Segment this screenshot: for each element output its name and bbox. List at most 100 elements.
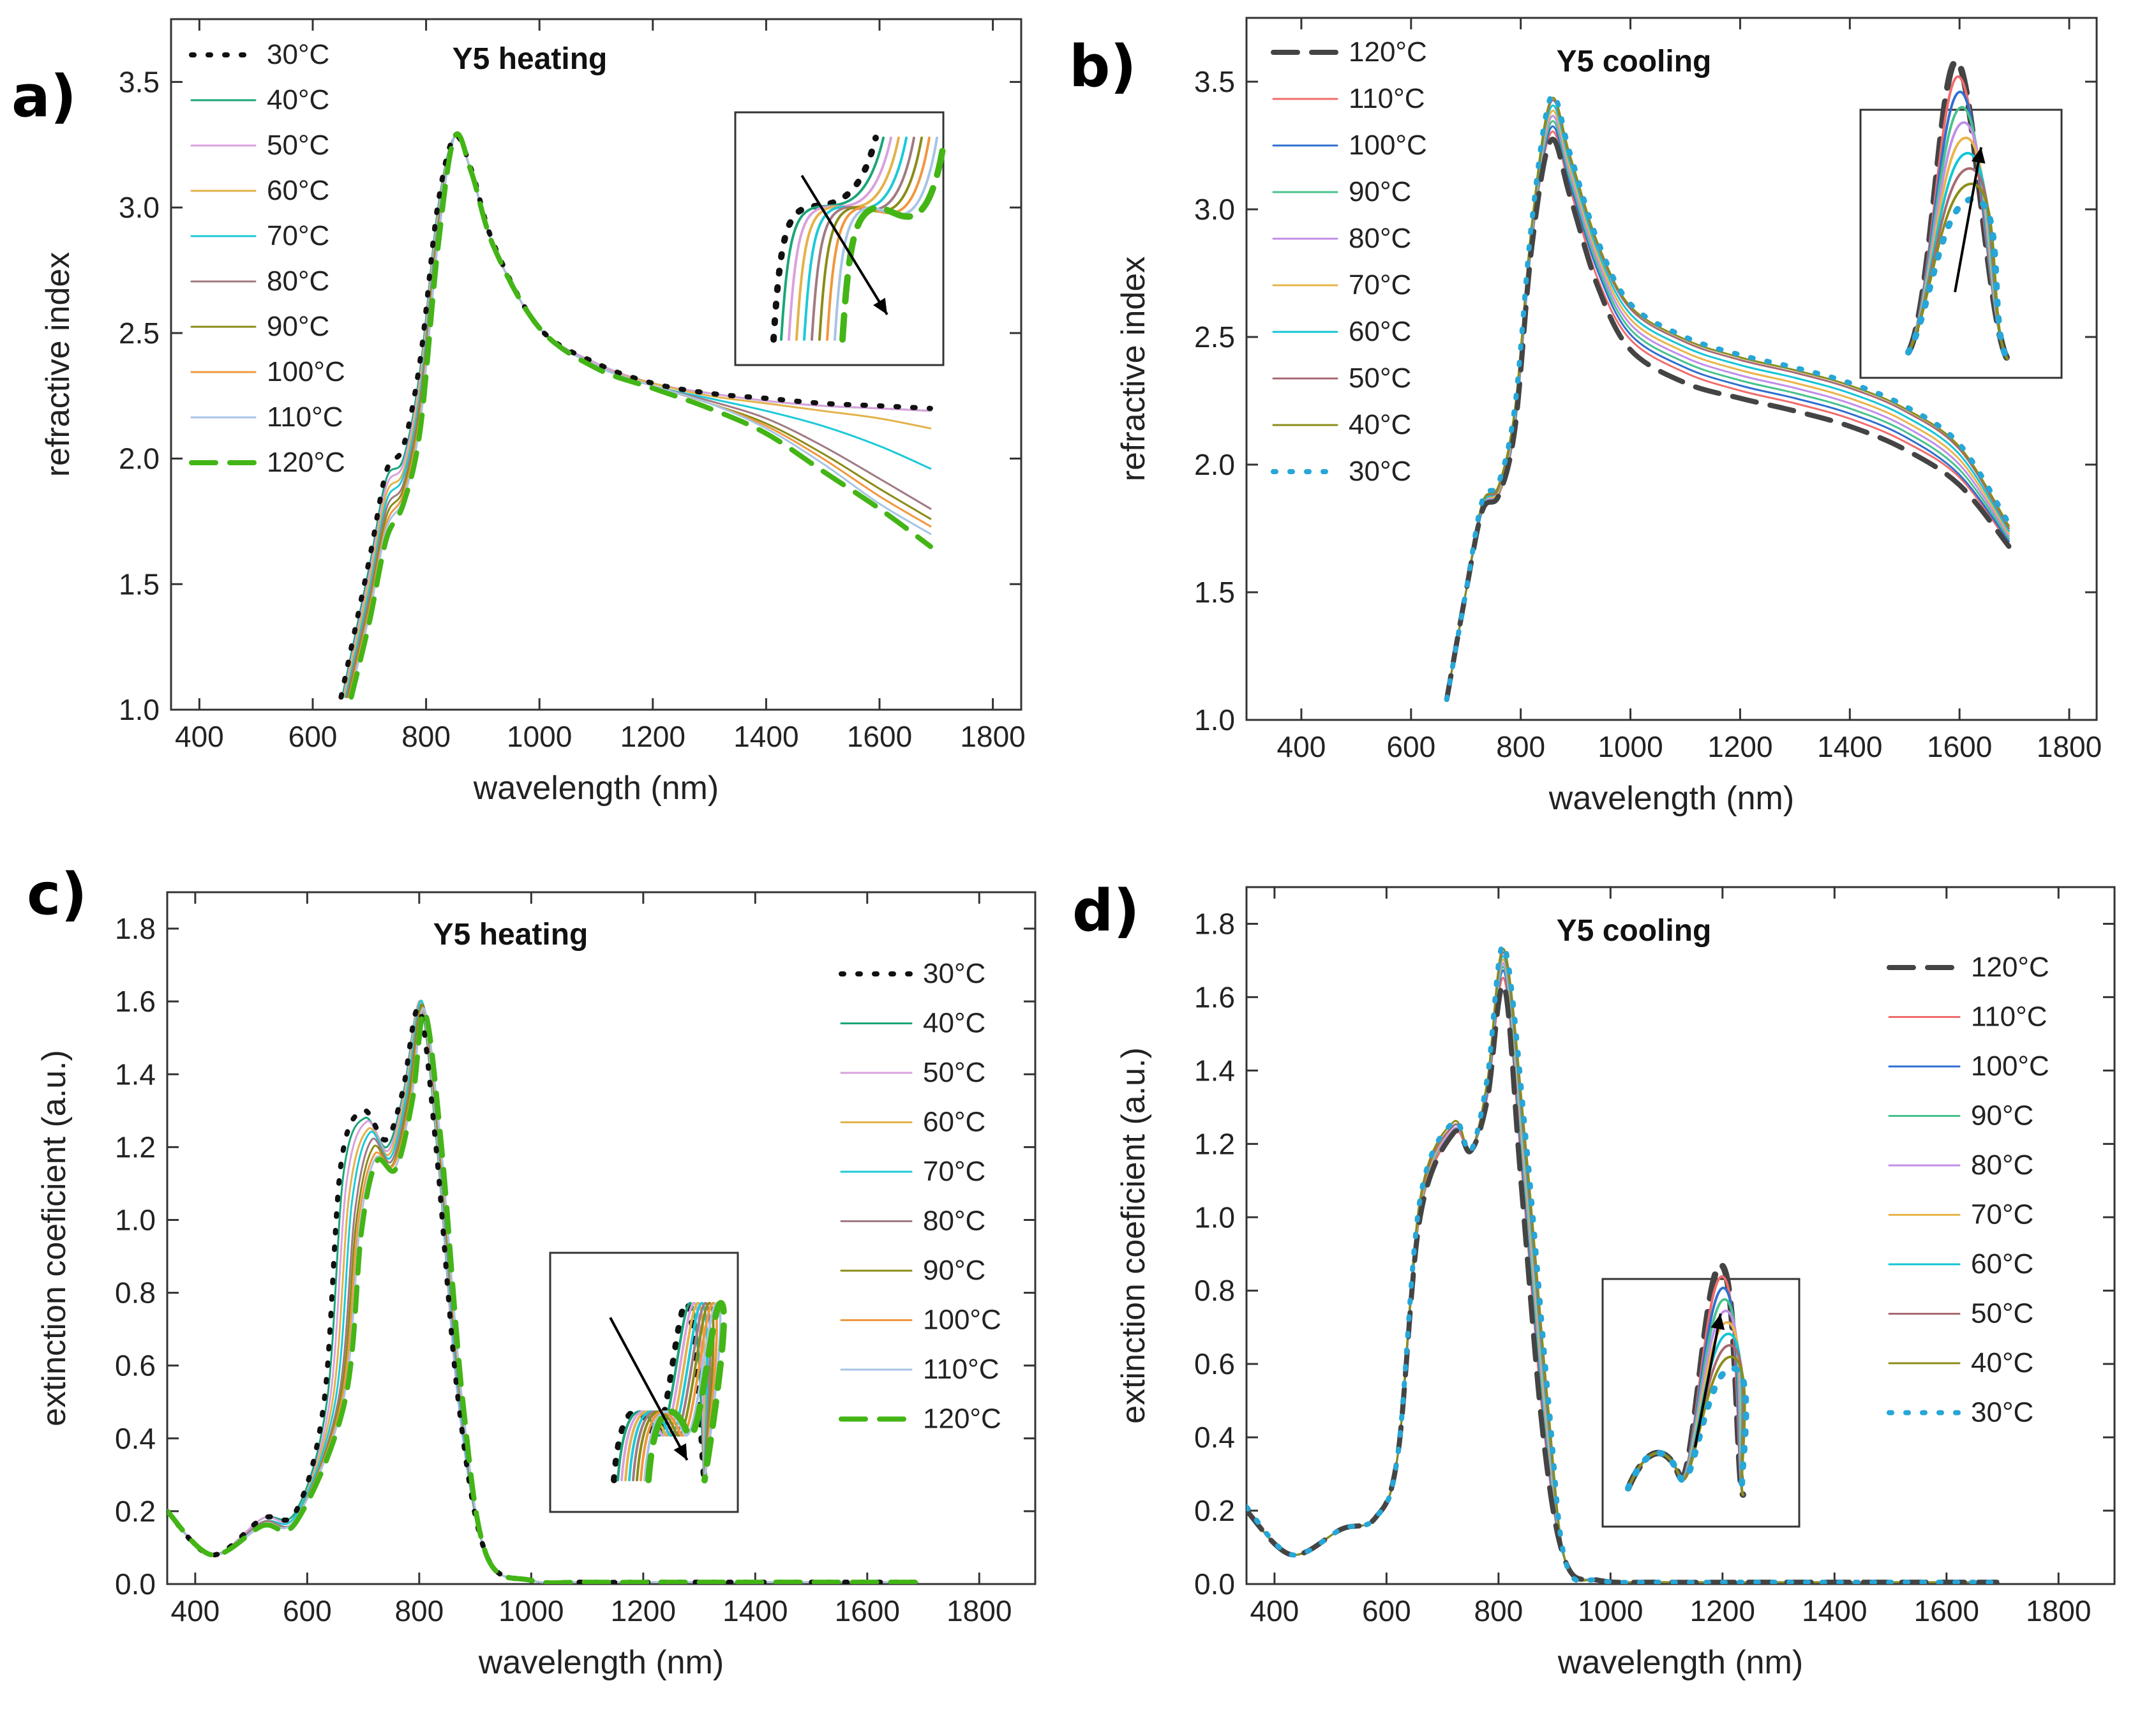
legend-label-50: 50°C (1971, 1298, 2033, 1329)
series-line-100 (167, 1007, 919, 1584)
inset-curve-40 (780, 137, 885, 341)
legend-label-80: 80°C (1349, 223, 1411, 254)
chart-title: Y5 cooling (1557, 914, 1712, 948)
x-axis-label: wavelength (nm) (1548, 780, 1794, 817)
series-line-120 (167, 1009, 920, 1584)
inset-arrow-head (1971, 147, 1986, 164)
inset-arrow-head (1711, 1313, 1725, 1330)
inset-arrow-head (873, 297, 887, 315)
inset-frame (1859, 108, 2063, 379)
series-line-110 (167, 1007, 919, 1584)
legend-label-110: 110°C (923, 1354, 999, 1385)
x-tick-label: 1600 (847, 720, 912, 753)
y-tick-label: 0.6 (1194, 1347, 1235, 1380)
legend-label-40: 40°C (1971, 1347, 2033, 1379)
x-tick-label: 1200 (611, 1594, 676, 1627)
inset-c (549, 1252, 739, 1513)
series-line-30 (1246, 942, 2000, 1584)
x-tick-label: 1200 (620, 720, 685, 753)
legend-label-70: 70°C (923, 1156, 985, 1187)
x-tick-label: 1600 (835, 1594, 900, 1627)
legend-label-40: 40°C (923, 1008, 985, 1039)
inset-curve-70 (803, 137, 908, 341)
x-tick-label: 400 (1277, 730, 1326, 763)
y-tick-label: 1.2 (1194, 1127, 1235, 1160)
series-line-60 (167, 999, 919, 1584)
inset-arrow-head (673, 1443, 687, 1460)
x-tick-label: 1400 (733, 720, 798, 753)
legend-label-90: 90°C (1971, 1100, 2033, 1132)
y-tick-label: 1.5 (1194, 576, 1235, 609)
chart-title: Y5 heating (453, 42, 608, 76)
inset-curve-30 (1625, 1364, 1749, 1498)
y-tick-label: 1.4 (1194, 1054, 1235, 1087)
y-tick-label: 1.6 (115, 985, 156, 1018)
x-tick-label: 1600 (1914, 1594, 1979, 1627)
inset-curve-90 (636, 1302, 715, 1482)
legend-label-40: 40°C (267, 84, 329, 116)
x-tick-label: 1800 (2026, 1594, 2091, 1627)
x-tick-label: 1000 (1598, 730, 1663, 763)
y-tick-label: 3.5 (119, 65, 160, 98)
panel-label-c: c) (27, 861, 87, 928)
panel-c: c) 400 600 800 1000 1200 1400 1600 1800 0.0 0.2 0.4… (27, 861, 1037, 1681)
y-tick-label: 3.0 (1194, 193, 1235, 226)
series-line-70 (1446, 110, 2010, 701)
x-tick-label: 1000 (1578, 1594, 1643, 1627)
legend-label-70: 70°C (1971, 1199, 2033, 1230)
x-tick-label: 800 (394, 1594, 444, 1627)
inset-b (1859, 57, 2063, 379)
legend-label-100: 100°C (267, 356, 345, 387)
x-tick-label: 1200 (1690, 1594, 1755, 1627)
series-line-70 (167, 999, 919, 1584)
legend-label-60: 60°C (267, 175, 329, 206)
x-tick-label: 1400 (722, 1594, 788, 1627)
x-tick-label: 1400 (1802, 1594, 1867, 1627)
legend-label-120: 120°C (1349, 36, 1427, 68)
inset-curve-60 (795, 137, 900, 341)
y-tick-label: 1.8 (1194, 907, 1235, 940)
legend-label-50: 50°C (267, 130, 329, 161)
inset-curve-30 (1905, 195, 2010, 362)
legend-label-100: 100°C (1349, 130, 1427, 161)
legend-label-110: 110°C (267, 401, 343, 433)
x-tick-label: 600 (1362, 1594, 1411, 1627)
legend-label-50: 50°C (1349, 363, 1411, 394)
y-tick-label: 1.2 (115, 1130, 156, 1163)
x-tick-label: 1200 (1707, 730, 1772, 763)
panel-b: b) 400 600 800 1000 1200 1400 1600 1800 1.0 1.5 2.0… (1069, 17, 2102, 817)
legend-label-30: 30°C (923, 958, 985, 989)
inset-arrow-shaft (800, 174, 888, 315)
y-tick-label: 1.4 (115, 1058, 156, 1091)
x-tick-label: 800 (401, 720, 451, 753)
legend-label-40: 40°C (1349, 409, 1411, 440)
panel-label-b: b) (1069, 33, 1137, 100)
series-line-30 (167, 1005, 920, 1584)
y-tick-label: 1.5 (119, 567, 160, 601)
x-tick-label: 1800 (2037, 730, 2102, 763)
y-tick-label: 2.5 (1194, 320, 1235, 354)
panel-label-d: d) (1072, 878, 1140, 945)
y-tick-label: 1.0 (119, 693, 160, 726)
legend-label-60: 60°C (1349, 316, 1411, 347)
y-tick-label: 1.0 (1194, 1200, 1235, 1234)
y-axis-label: extinction coeficient (a.u.) (1115, 1047, 1152, 1424)
inset-curve-80 (632, 1302, 712, 1482)
panel-d: d) 400 600 800 1000 1200 1400 1600 1800 0.0 0.2 0.4… (1072, 878, 2116, 1681)
y-tick-label: 2.0 (119, 442, 160, 475)
inset-arrow-shaft (1954, 147, 1982, 292)
inset-curve-100 (826, 137, 931, 341)
x-tick-label: 600 (288, 720, 338, 753)
inset-curve-80 (811, 137, 915, 341)
x-tick-label: 800 (1496, 730, 1545, 763)
legend-label-100: 100°C (923, 1305, 1001, 1336)
y-tick-label: 0.4 (115, 1422, 156, 1455)
legend-label-120: 120°C (923, 1403, 1001, 1435)
x-tick-label: 1800 (960, 720, 1025, 753)
inset-a (734, 111, 948, 366)
series-line-90 (167, 1003, 919, 1584)
inset-curve-70 (628, 1302, 708, 1482)
legend-label-90: 90°C (267, 311, 329, 342)
inset-curve-60 (624, 1302, 707, 1482)
